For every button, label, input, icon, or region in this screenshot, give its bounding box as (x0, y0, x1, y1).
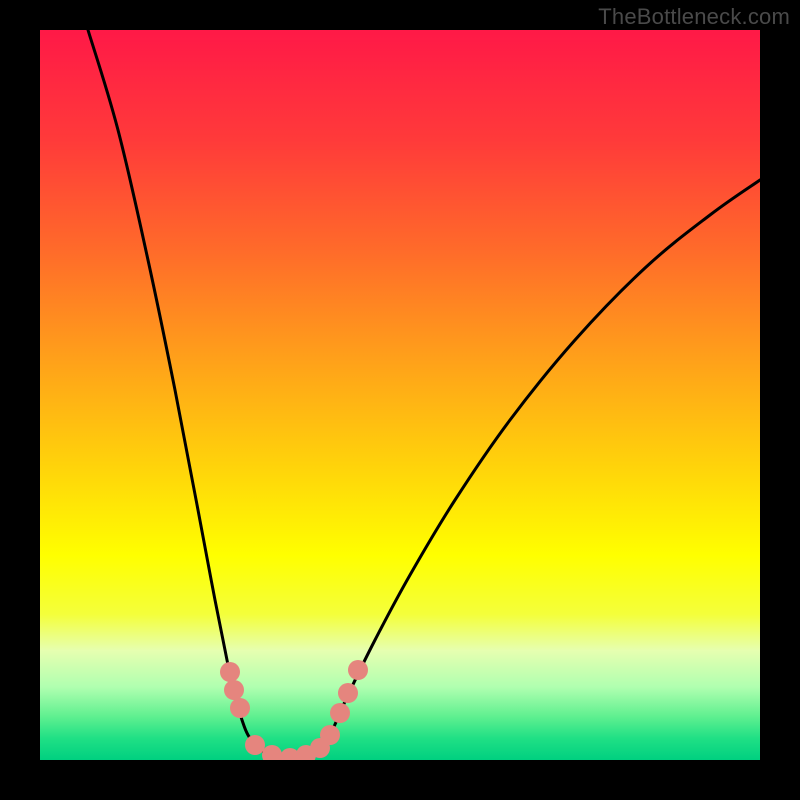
watermark-text: TheBottleneck.com (598, 4, 790, 30)
chart-canvas: TheBottleneck.com (0, 0, 800, 800)
bottleneck-curve-chart (0, 0, 800, 800)
